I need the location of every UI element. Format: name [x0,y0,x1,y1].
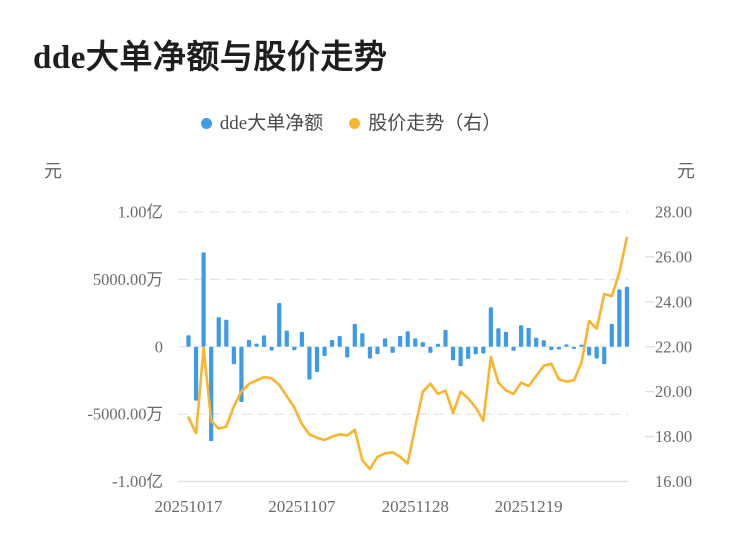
bar-dde-net [466,346,471,359]
bar-dde-net [526,327,531,347]
bar-dde-net [428,346,433,353]
legend-marker-bar-series [200,118,212,129]
bar-dde-net [473,346,478,355]
bar-dde-net [337,335,342,347]
bar-dde-net [443,329,448,347]
x-axis-label: 20251017 [155,497,224,516]
bar-dde-net [330,340,335,347]
bar-dde-net [261,335,267,347]
legend-item-dde-net[interactable]: dde大单净额 [200,113,324,134]
bar-dde-net [216,317,221,347]
bar-dde-net [624,286,629,347]
bar-dde-net [609,323,614,347]
right-axis-label: 18.00 [655,427,692,446]
left-axis-label: 5000.00万 [93,270,163,289]
bar-dde-net [201,252,206,347]
bar-dde-net [231,346,236,365]
bar-dde-net [602,346,607,365]
bar-dde-net [503,331,509,347]
x-axis-label: 20251107 [268,497,336,516]
bar-dde-net [541,340,546,347]
left-axis-unit: 元 [44,161,62,181]
right-axis-label: 28.00 [655,203,692,222]
bar-dde-net [292,346,297,351]
bar-dde-net [239,346,244,402]
bar-dde-net [314,346,320,372]
bar-dde-net [209,346,214,442]
bar-dde-net [435,343,441,347]
bar-dde-net [322,346,327,357]
left-axis-label: 1.00亿 [118,203,163,222]
bar-dde-net [398,335,403,347]
x-axis-label: 20251128 [382,497,449,516]
right-axis-label: 24.00 [655,292,692,311]
x-axis-label: 20251219 [495,497,563,516]
right-axis-label: 22.00 [655,337,692,356]
legend-label-bar-series: dde大单净额 [219,113,324,134]
bar-dde-net [556,346,561,350]
left-axis-label: 0 [155,337,163,356]
bar-dde-net [594,346,599,359]
bar-dde-net [518,325,524,347]
bar-dde-net [367,346,373,359]
price-line [187,236,629,471]
right-axis-label: 16.00 [655,472,692,491]
bar-dde-net [564,344,569,347]
bar-dde-net [450,346,456,361]
bar-dde-net [375,346,380,355]
bar-dde-net [345,346,350,358]
legend: dde大单净额 股价走势（右） [0,114,726,133]
bar-dde-net [254,343,259,347]
bar-dde-net [193,346,199,401]
bar-dde-net [496,328,501,347]
bar-dde-net [405,331,410,347]
bar-dde-net [617,289,622,347]
bar-dde-net [299,331,304,347]
bar-dde-net [420,342,425,347]
left-axis-label: -5000.00万 [87,405,163,424]
bar-dde-net [269,346,274,351]
bar-dde-net [458,346,463,367]
right-axis-label: 20.00 [655,382,692,401]
bar-dde-net [549,346,554,351]
legend-marker-line-series [349,118,361,129]
bar-dde-net [579,344,584,347]
bar-dde-net [224,319,229,347]
bar-dde-net [511,346,516,351]
legend-item-price-trend[interactable]: 股价走势（右） [349,114,501,133]
bar-dde-net [284,330,289,347]
bar-dde-net [382,338,388,347]
bar-dde-net [534,337,539,347]
bar-dde-net [246,340,252,347]
right-axis-unit: 元 [677,161,695,181]
bar-dde-net [277,302,282,347]
bar-dde-net [587,346,592,356]
bar-dde-net [186,335,191,347]
bar-dde-net [488,307,493,347]
bar-dde-net [571,346,577,349]
bar-dde-net [413,338,418,347]
left-axis-label: -1.00亿 [112,472,163,491]
chart-title: dde大单净额与股价走势 [33,40,388,76]
legend-label-line-series: 股价走势（右） [368,113,502,134]
bar-dde-net [307,346,312,380]
bar-dde-net [481,346,486,354]
right-axis-label: 26.00 [655,247,692,266]
bar-dde-net [360,333,365,347]
bar-dde-net [390,346,395,353]
bar-dde-net [352,323,357,347]
